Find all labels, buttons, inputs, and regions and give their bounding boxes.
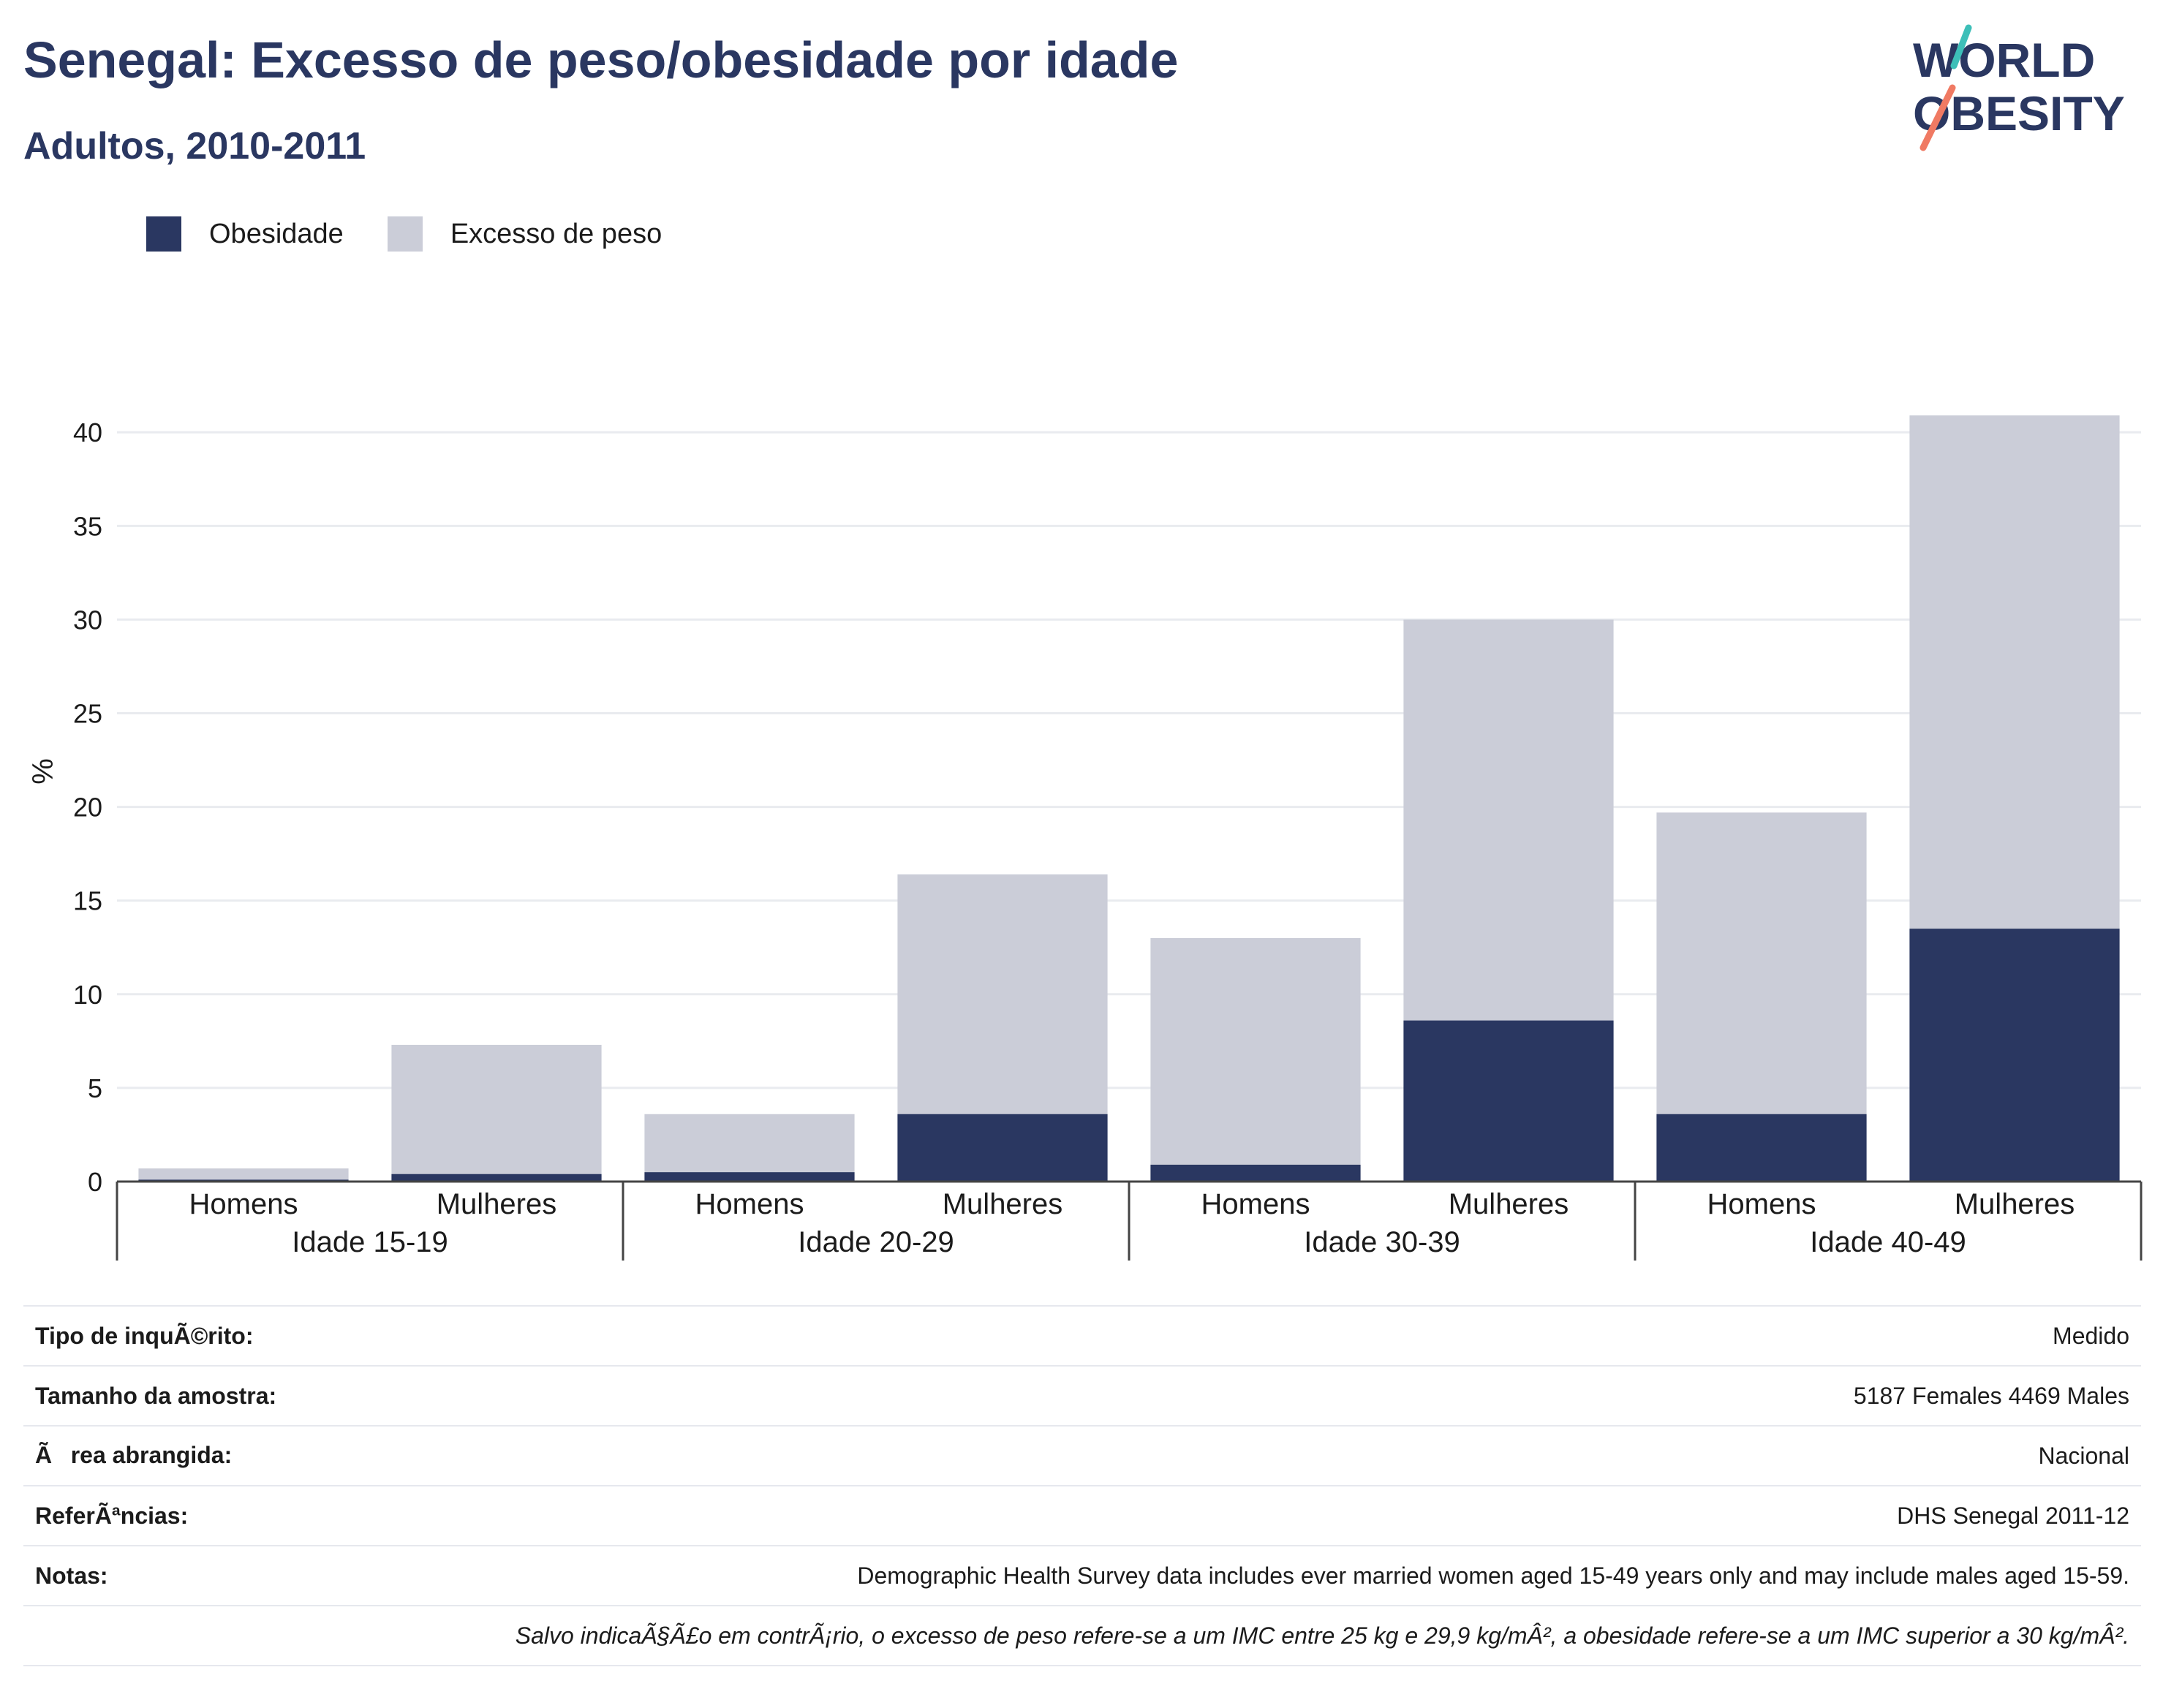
x-group-label: Idade 15-19 bbox=[292, 1226, 448, 1258]
info-row-disclaimer: Salvo indicaÃ§Ã£o em contrÃ¡rio, o exces… bbox=[23, 1605, 2141, 1666]
info-value: 5187 Females 4469 Males bbox=[382, 1365, 2141, 1426]
y-tick-label: 35 bbox=[73, 511, 102, 541]
logo-slash-bottom bbox=[1919, 84, 1956, 151]
info-row-references: ReferÃªncias: DHS Senegal 2011-12 bbox=[23, 1485, 2141, 1546]
info-value: Medido bbox=[382, 1305, 2141, 1366]
info-row-area: Ãrea abrangida: Nacional bbox=[23, 1425, 2141, 1486]
bar-obesidade bbox=[391, 1174, 602, 1182]
y-tick-label: 30 bbox=[73, 605, 102, 635]
info-row-survey-type: Tipo de inquÃ©rito: Medido bbox=[23, 1305, 2141, 1366]
x-group-label: Idade 20-29 bbox=[798, 1226, 954, 1258]
legend-swatch-excesso-de-peso bbox=[387, 216, 423, 252]
bar-excesso-de-peso bbox=[138, 1168, 349, 1182]
legend-label-obesidade: Obesidade bbox=[209, 218, 344, 249]
x-category-label: Mulheres bbox=[437, 1188, 557, 1220]
legend-label-excesso-de-peso: Excesso de peso bbox=[450, 218, 663, 249]
bar-obesidade bbox=[897, 1114, 1108, 1182]
bar-excesso-de-peso bbox=[1150, 937, 1361, 1182]
info-row-sample-size: Tamanho da amostra: 5187 Females 4469 Ma… bbox=[23, 1365, 2141, 1426]
y-tick-label: 5 bbox=[88, 1073, 102, 1103]
y-tick-label: 40 bbox=[73, 417, 102, 447]
bar-obesidade bbox=[644, 1172, 855, 1182]
y-tick-label: 20 bbox=[73, 793, 102, 823]
world-obesity-logo: WORLD OBESITY bbox=[1913, 24, 2125, 151]
x-category-label: Homens bbox=[1707, 1188, 1816, 1220]
legend-item-obesidade[interactable]: Obesidade bbox=[146, 216, 344, 252]
x-category-label: Mulheres bbox=[1449, 1188, 1569, 1220]
info-row-notes: Notas: Demographic Health Survey data in… bbox=[23, 1545, 2141, 1606]
y-tick-label: 15 bbox=[73, 886, 102, 916]
legend-swatch-obesidade bbox=[146, 216, 181, 252]
bar-obesidade bbox=[1656, 1114, 1867, 1182]
bar-excesso-de-peso bbox=[644, 1114, 855, 1182]
y-tick-label: 25 bbox=[73, 699, 102, 729]
info-key: Tipo de inquÃ©rito: bbox=[23, 1305, 383, 1366]
y-tick-label: 0 bbox=[88, 1167, 102, 1197]
info-key: Notas: bbox=[23, 1545, 383, 1606]
survey-info-table: Tipo de inquÃ©rito: Medido Tamanho da am… bbox=[23, 1305, 2141, 1666]
bar-excesso-de-peso bbox=[391, 1044, 602, 1182]
x-group-label: Idade 40-49 bbox=[1810, 1226, 1966, 1258]
info-key: Tamanho da amostra: bbox=[23, 1365, 383, 1426]
bar-obesidade bbox=[1403, 1020, 1614, 1182]
chart-title: Senegal: Excesso de peso/obesidade por i… bbox=[23, 31, 1179, 88]
y-axis-label: % bbox=[27, 758, 59, 785]
bar-obesidade bbox=[1909, 929, 2120, 1182]
x-category-label: Homens bbox=[189, 1188, 298, 1220]
info-value: Nacional bbox=[382, 1425, 2141, 1486]
logo-text-world: WORLD bbox=[1913, 33, 2095, 87]
x-category-label: Homens bbox=[1201, 1188, 1310, 1220]
info-value: DHS Senegal 2011-12 bbox=[382, 1485, 2141, 1546]
y-tick-label: 10 bbox=[73, 980, 102, 1010]
x-category-label: Homens bbox=[695, 1188, 804, 1220]
legend-item-excesso-de-peso[interactable]: Excesso de peso bbox=[387, 216, 663, 252]
bmi-disclaimer: Salvo indicaÃ§Ã£o em contrÃ¡rio, o exces… bbox=[23, 1605, 2141, 1666]
x-category-label: Mulheres bbox=[1955, 1188, 2075, 1220]
chart-subtitle: Adultos, 2010-2011 bbox=[23, 125, 366, 167]
info-key: Ãrea abrangida: bbox=[23, 1425, 383, 1486]
chart-legend: Obesidade Excesso de peso bbox=[146, 216, 706, 252]
info-key: ReferÃªncias: bbox=[23, 1485, 383, 1546]
logo-slash-top bbox=[1950, 24, 1972, 69]
x-group-label: Idade 30-39 bbox=[1304, 1226, 1460, 1258]
x-category-label: Mulheres bbox=[943, 1188, 1063, 1220]
info-value: Demographic Health Survey data includes … bbox=[382, 1545, 2141, 1606]
bar-obesidade bbox=[1150, 1164, 1361, 1182]
bar-chart: 0 5 10 15 20 25 30 35 40% Homens Mulheres Homens Mul… bbox=[27, 415, 2143, 1261]
